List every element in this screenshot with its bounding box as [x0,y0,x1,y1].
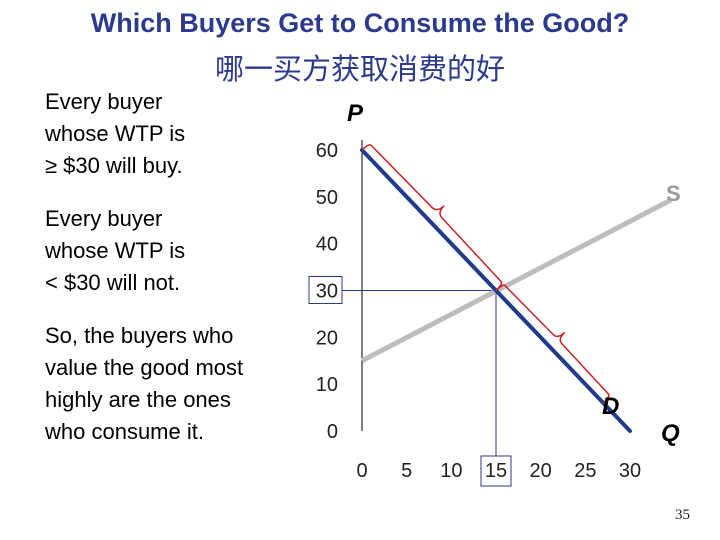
demand-brace-2 [495,284,610,404]
y-tick-label: 60 [316,140,338,162]
y-tick-label: 0 [327,421,338,443]
y-tick-label: 30 [316,281,338,303]
y-tick-label: 50 [316,187,338,209]
paragraph-conclusion: So, the buyers who value the good most h… [45,320,285,448]
text-line: So, the buyers who [45,323,234,348]
x-tick-label: 30 [619,460,641,482]
text-line: whose WTP is [45,121,186,146]
text-line: Every buyer [45,89,163,114]
paragraph-not-buy-condition: Every buyer whose WTP is < $30 will not. [45,203,285,299]
supply-curve-label: S [666,181,681,206]
x-tick-label: 5 [401,460,412,482]
demand-brace-1 [361,144,503,292]
x-tick-label: 10 [440,460,462,482]
text-line: < $30 will not. [45,270,181,295]
text-line: who consume it. [45,419,204,444]
y-tick-label: 20 [316,327,338,349]
x-tick-label: 25 [574,460,596,482]
y-tick-label: 10 [316,374,338,396]
text-line: value the good most [45,355,244,380]
x-tick-label: 20 [530,460,552,482]
x-tick-label: 0 [356,460,367,482]
slide-title: Which Buyers Get to Consume the Good? [90,8,630,38]
supply-curve [360,197,673,363]
price-axis-label: P [347,100,364,127]
text-line: Every buyer [45,206,163,231]
text-line: highly are the ones [45,387,231,412]
paragraph-buy-condition: Every buyer whose WTP is ≥ $30 will buy. [45,86,285,182]
text-line: ≥ $30 will buy. [45,153,183,178]
page-number: 35 [675,507,690,523]
quantity-axis-label: Q [661,420,680,447]
demand-curve-label: D [602,393,619,420]
text-line: whose WTP is [45,238,186,263]
slide-subtitle-chinese: 哪一买方获取消费的好 [214,52,505,86]
x-tick-label: 15 [485,460,507,482]
y-tick-label: 40 [316,234,338,256]
